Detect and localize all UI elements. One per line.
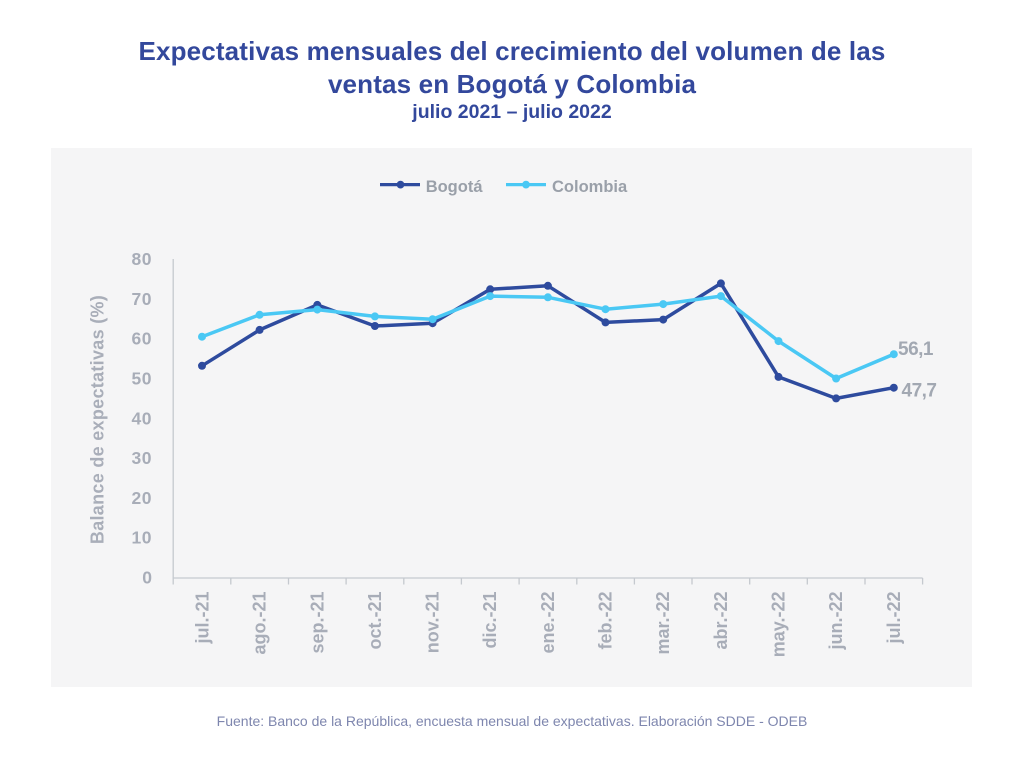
svg-text:Bogotá: Bogotá: [426, 178, 484, 196]
svg-text:60: 60: [132, 329, 152, 349]
svg-text:30: 30: [132, 448, 152, 468]
svg-text:may.-22: may.-22: [769, 592, 789, 658]
svg-text:Balance de expectativas (%): Balance de expectativas (%): [88, 295, 108, 544]
svg-text:80: 80: [132, 249, 152, 269]
svg-text:70: 70: [132, 289, 152, 309]
svg-text:jul.-21: jul.-21: [193, 592, 213, 645]
svg-text:dic.-21: dic.-21: [480, 592, 500, 649]
svg-text:mar.-22: mar.-22: [653, 592, 673, 655]
svg-text:40: 40: [132, 408, 152, 428]
svg-text:50: 50: [132, 369, 152, 389]
svg-text:oct.-21: oct.-21: [365, 592, 385, 650]
svg-text:ene.-22: ene.-22: [538, 592, 558, 654]
svg-text:nov.-21: nov.-21: [423, 592, 443, 654]
svg-text:ago.-21: ago.-21: [250, 592, 270, 655]
svg-text:jul.-22: jul.-22: [884, 592, 904, 645]
svg-text:10: 10: [132, 528, 152, 548]
svg-text:abr.-22: abr.-22: [711, 592, 731, 650]
svg-text:56,1: 56,1: [898, 339, 934, 360]
svg-text:Colombia: Colombia: [552, 178, 628, 196]
svg-text:feb.-22: feb.-22: [596, 592, 616, 650]
svg-text:sep.-21: sep.-21: [307, 592, 327, 654]
svg-text:47,7: 47,7: [902, 381, 937, 402]
svg-text:20: 20: [132, 488, 152, 508]
svg-text:0: 0: [142, 568, 152, 588]
svg-text:jun.-22: jun.-22: [826, 592, 846, 651]
